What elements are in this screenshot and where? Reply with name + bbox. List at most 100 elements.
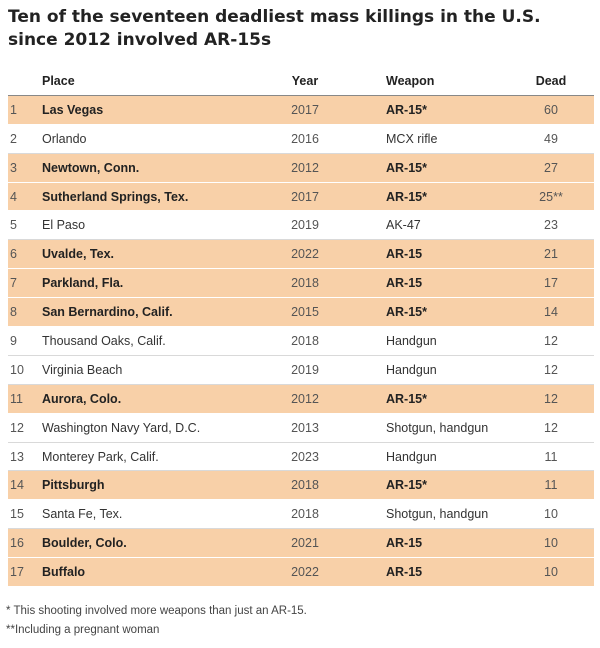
- table-row: 13 Monterey Park, Calif. 2023 Handgun 11: [8, 443, 594, 472]
- year-cell: 2017: [291, 102, 319, 117]
- rank-cell: 3: [10, 160, 17, 175]
- table-row: 11 Aurora, Colo. 2012 AR-15* 12: [8, 384, 594, 414]
- year-cell: 2013: [291, 420, 319, 435]
- table-row: 4 Sutherland Springs, Tex. 2017 AR-15* 25**: [8, 182, 594, 212]
- table-row: 9 Thousand Oaks, Calif. 2018 Handgun 12: [8, 327, 594, 356]
- place-cell: Sutherland Springs, Tex.: [42, 189, 189, 204]
- weapon-cell: Shotgun, handgun: [386, 420, 489, 435]
- rank-cell: 14: [10, 478, 24, 493]
- rank-cell: 2: [10, 131, 17, 146]
- header-dead: Dead: [535, 74, 567, 88]
- year-cell: 2018: [291, 276, 319, 291]
- place-cell: Pittsburgh: [42, 478, 105, 493]
- weapon-cell: AR-15*: [386, 478, 427, 493]
- dead-cell: 23: [544, 218, 558, 233]
- weapon-cell: Handgun: [386, 449, 437, 464]
- dead-cell: 10: [544, 565, 558, 580]
- year-cell: 2012: [291, 391, 319, 406]
- weapon-cell: AR-15: [386, 276, 423, 291]
- place-cell: Virginia Beach: [42, 362, 123, 377]
- dead-cell: 25**: [539, 189, 563, 204]
- footnote-pregnant: **Including a pregnant woman: [6, 624, 160, 636]
- weapon-cell: AR-15: [386, 247, 423, 262]
- rank-cell: 9: [10, 334, 17, 349]
- place-cell: Aurora, Colo.: [42, 391, 122, 406]
- year-cell: 2023: [291, 449, 319, 464]
- footnotes: * This shooting involved more weapons th…: [6, 602, 307, 640]
- header-weapon: Weapon: [386, 74, 435, 88]
- rank-cell: 7: [10, 276, 17, 291]
- year-cell: 2016: [291, 131, 319, 146]
- table-row: 15 Santa Fe, Tex. 2018 Shotgun, handgun 10: [8, 500, 594, 530]
- year-cell: 2017: [291, 189, 319, 204]
- table-row: 12 Washington Navy Yard, D.C. 2013 Shotgun,…: [8, 414, 594, 443]
- table-row: 2 Orlando 2016 MCX rifle 49: [8, 125, 594, 154]
- weapon-cell: Shotgun, handgun: [386, 507, 489, 522]
- table-row: 8 San Bernardino, Calif. 2015 AR-15* 14: [8, 298, 594, 328]
- dead-cell: 10: [544, 507, 558, 522]
- rank-cell: 17: [10, 565, 24, 580]
- dead-cell: 14: [544, 305, 558, 320]
- weapon-cell: AR-15*: [386, 305, 427, 320]
- place-cell: Monterey Park, Calif.: [42, 449, 159, 464]
- rank-cell: 16: [10, 536, 24, 551]
- weapon-cell: AR-15*: [386, 391, 427, 406]
- place-cell: Orlando: [42, 131, 87, 146]
- place-cell: Buffalo: [42, 565, 86, 580]
- weapon-cell: MCX rifle: [386, 131, 438, 146]
- place-cell: Las Vegas: [42, 102, 104, 117]
- year-cell: 2018: [291, 478, 319, 493]
- header-year: Year: [291, 74, 319, 88]
- weapon-cell: AK-47: [386, 218, 421, 233]
- weapon-cell: AR-15: [386, 565, 423, 580]
- place-cell: Uvalde, Tex.: [42, 247, 115, 262]
- table-row: 1 Las Vegas 2017 AR-15* 60: [8, 95, 594, 125]
- weapon-cell: AR-15*: [386, 102, 427, 117]
- rank-cell: 15: [10, 507, 24, 522]
- dead-cell: 11: [544, 478, 558, 493]
- chart-title: Ten of the seventeen deadliest mass kill…: [8, 7, 541, 50]
- data-table: Place Year Weapon Dead 1 Las Vegas 2017 AR-…: [8, 66, 594, 588]
- dead-cell: 60: [544, 102, 558, 117]
- dead-cell: 12: [544, 391, 558, 406]
- rank-cell: 13: [10, 449, 24, 464]
- weapon-cell: AR-15*: [386, 189, 427, 204]
- dead-cell: 10: [544, 536, 558, 551]
- table-row: 17 Buffalo 2022 AR-15 10: [8, 558, 594, 588]
- rank-cell: 5: [10, 218, 17, 233]
- year-cell: 2018: [291, 334, 319, 349]
- header-place: Place: [42, 74, 75, 88]
- year-cell: 2022: [291, 247, 319, 262]
- rank-cell: 6: [10, 247, 17, 262]
- table-row: 6 Uvalde, Tex. 2022 AR-15 21: [8, 240, 594, 270]
- footnote-ar15: * This shooting involved more weapons th…: [6, 605, 307, 617]
- table-row: 7 Parkland, Fla. 2018 AR-15 17: [8, 269, 594, 299]
- dead-cell: 12: [544, 362, 558, 377]
- year-cell: 2021: [291, 536, 319, 551]
- year-cell: 2012: [291, 160, 319, 175]
- table-row: 3 Newtown, Conn. 2012 AR-15* 27: [8, 153, 594, 183]
- weapon-cell: Handgun: [386, 362, 437, 377]
- dead-cell: 49: [544, 131, 558, 146]
- weapon-cell: AR-15*: [386, 160, 427, 175]
- place-cell: Thousand Oaks, Calif.: [42, 334, 166, 349]
- rank-cell: 12: [10, 420, 24, 435]
- rank-cell: 8: [10, 305, 17, 320]
- place-cell: Washington Navy Yard, D.C.: [42, 420, 201, 435]
- dead-cell: 11: [544, 449, 558, 464]
- table-row: 14 Pittsburgh 2018 AR-15* 11: [8, 471, 594, 501]
- dead-cell: 27: [544, 160, 558, 175]
- year-cell: 2019: [291, 362, 319, 377]
- dead-cell: 12: [544, 420, 558, 435]
- place-cell: Parkland, Fla.: [42, 276, 124, 291]
- year-cell: 2019: [291, 218, 319, 233]
- place-cell: Boulder, Colo.: [42, 536, 127, 551]
- rank-cell: 1: [10, 102, 17, 117]
- place-cell: El Paso: [42, 218, 86, 233]
- table-body: 1 Las Vegas 2017 AR-15* 60 2 Orlando 2016 MCX ri…: [8, 95, 594, 588]
- rank-cell: 10: [10, 362, 24, 377]
- rank-cell: 4: [10, 189, 17, 204]
- place-cell: San Bernardino, Calif.: [42, 305, 173, 320]
- year-cell: 2015: [291, 305, 319, 320]
- table-header: Place Year Weapon Dead: [8, 66, 594, 96]
